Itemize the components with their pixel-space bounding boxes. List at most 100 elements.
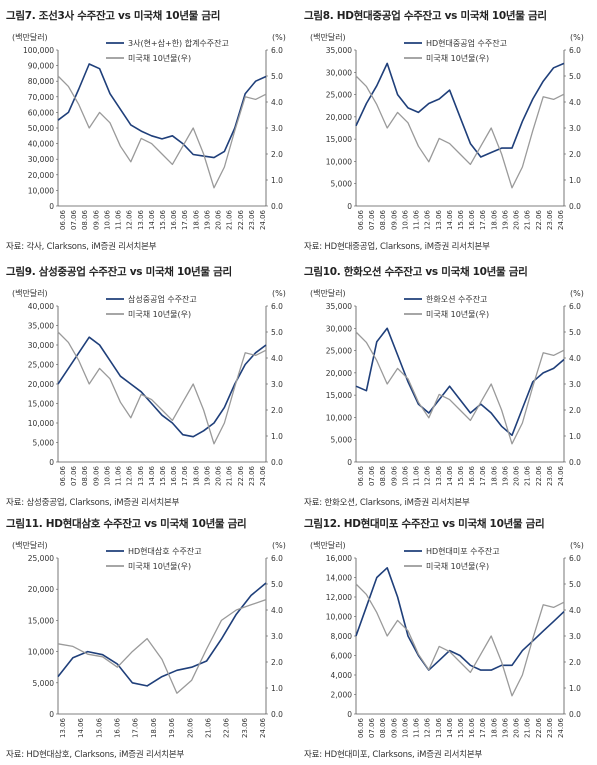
right-tick-label: 6.0 (569, 46, 581, 55)
x-tick-label: 22.06 (237, 465, 245, 486)
x-tick-label: 15.06 (457, 209, 465, 230)
right-tick-label: 2.0 (569, 150, 581, 159)
right-tick-label: 5.0 (569, 72, 581, 81)
right-tick-label: 0.0 (569, 202, 581, 211)
x-tick-label: 17.06 (479, 465, 487, 486)
x-tick-label: 14.06 (446, 465, 454, 486)
x-tick-label: 10.06 (103, 465, 111, 486)
left-tick-label: 20,000 (28, 380, 54, 389)
left-tick-label: 30,000 (326, 68, 352, 77)
right-tick-label: 2.0 (271, 658, 283, 667)
x-tick-label: 06.06 (59, 209, 67, 230)
figure-title-text: HD현대미포 수주잔고 vs 미국채 10년물 금리 (343, 518, 545, 530)
legend-label: 삼성중공업 수주잔고 (128, 294, 197, 304)
x-tick-label: 16.06 (468, 209, 476, 230)
x-tick-label: 11.06 (115, 209, 123, 230)
left-tick-label: 2,000 (331, 691, 353, 700)
x-tick-label: 10.06 (103, 209, 111, 230)
right-tick-label: 6.0 (569, 302, 581, 311)
right-tick-label: 5.0 (569, 580, 581, 589)
right-tick-label: 0.0 (569, 710, 581, 719)
left-tick-label: 80,000 (28, 77, 54, 86)
right-unit-label: (%) (272, 541, 286, 550)
x-tick-label: 06.06 (357, 209, 365, 230)
backlog-series-line (355, 327, 565, 437)
chart-panel-fig11: 그림11. HD현대삼호 수주잔고 vs 미국채 10년물 금리 (백만달러)(… (4, 514, 296, 760)
x-tick-label: 12.06 (126, 209, 134, 230)
x-tick-label: 17.06 (181, 209, 189, 230)
left-tick-label: 15,000 (326, 135, 352, 144)
left-tick-label: 6,000 (331, 652, 353, 661)
left-unit-label: (백만달러) (310, 288, 346, 298)
left-tick-label: 8,000 (331, 632, 353, 641)
x-tick-label: 16.06 (468, 717, 476, 738)
x-tick-label: 23.06 (546, 717, 554, 738)
x-tick-label: 20.06 (215, 465, 223, 486)
chart-panel-fig12: 그림12. HD현대미포 수주잔고 vs 미국채 10년물 금리 (백만달러)(… (302, 514, 594, 760)
right-tick-label: 4.0 (569, 98, 581, 107)
figure-label: 그림8. (304, 10, 334, 22)
right-tick-label: 0.0 (271, 710, 283, 719)
x-tick-label: 18.06 (150, 717, 158, 738)
left-tick-label: 20,000 (326, 113, 352, 122)
x-tick-label: 16.06 (468, 465, 476, 486)
treasury-yield-series-line (57, 598, 267, 694)
x-tick-label: 22.06 (237, 209, 245, 230)
x-tick-label: 24.06 (557, 465, 565, 486)
left-tick-label: 70,000 (28, 93, 54, 102)
x-tick-label: 09.06 (92, 465, 100, 486)
x-tick-label: 07.06 (368, 717, 376, 738)
right-tick-label: 2.0 (569, 406, 581, 415)
left-tick-label: 12,000 (326, 593, 352, 602)
left-tick-label: 40,000 (28, 140, 54, 149)
source-note: 자료: HD현대미포, Clarksons, iM증권 리서치본부 (304, 750, 483, 760)
treasury-yield-series-line (57, 75, 267, 189)
treasury-yield-series-line (355, 75, 565, 189)
x-tick-label: 18.06 (490, 465, 498, 486)
figure-title-text: 한화오션 수주잔고 vs 미국채 10년물 금리 (343, 266, 528, 278)
figure-title-text: 삼성중공업 수주잔고 vs 미국채 10년물 금리 (38, 266, 232, 278)
x-tick-label: 14.06 (446, 717, 454, 738)
right-tick-label: 3.0 (569, 380, 581, 389)
figure-title: 그림8. HD현대중공업 수주잔고 vs 미국채 10년물 금리 (304, 8, 547, 23)
left-tick-label: 100,000 (23, 46, 54, 55)
right-tick-label: 6.0 (271, 302, 283, 311)
right-tick-label: 4.0 (569, 354, 581, 363)
x-tick-label: 20.06 (513, 717, 521, 738)
x-tick-label: 14.06 (148, 209, 156, 230)
x-tick-label: 14.06 (446, 209, 454, 230)
left-tick-label: 15,000 (28, 400, 54, 409)
right-tick-label: 3.0 (569, 124, 581, 133)
right-tick-label: 5.0 (569, 328, 581, 337)
x-tick-label: 19.06 (501, 209, 509, 230)
left-tick-label: 35,000 (326, 302, 352, 311)
x-tick-label: 19.06 (501, 717, 509, 738)
x-tick-label: 09.06 (92, 209, 100, 230)
x-tick-label: 18.06 (192, 465, 200, 486)
left-tick-label: 0 (347, 458, 352, 467)
left-unit-label: (백만달러) (12, 288, 48, 298)
treasury-yield-series-line (355, 331, 565, 445)
left-tick-label: 10,000 (28, 648, 54, 657)
backlog-series-line (57, 336, 267, 438)
backlog-series-line (57, 582, 267, 687)
left-tick-label: 10,000 (326, 413, 352, 422)
right-tick-label: 3.0 (271, 632, 283, 641)
x-tick-label: 11.06 (115, 465, 123, 486)
left-tick-label: 30,000 (326, 324, 352, 333)
left-unit-label: (백만달러) (12, 32, 48, 42)
left-tick-label: 25,000 (28, 361, 54, 370)
x-tick-label: 24.06 (259, 209, 267, 230)
left-tick-label: 25,000 (326, 91, 352, 100)
x-tick-label: 19.06 (501, 465, 509, 486)
right-unit-label: (%) (570, 289, 584, 298)
left-tick-label: 20,000 (326, 369, 352, 378)
left-tick-label: 25,000 (28, 554, 54, 563)
right-tick-label: 5.0 (271, 72, 283, 81)
x-tick-label: 20.06 (186, 717, 194, 738)
left-tick-label: 50,000 (28, 124, 54, 133)
backlog-series-line (355, 566, 565, 671)
x-tick-label: 24.06 (259, 717, 267, 738)
left-tick-label: 0 (347, 710, 352, 719)
source-note: 자료: HD현대삼호, Clarksons, iM증권 리서치본부 (6, 750, 185, 760)
